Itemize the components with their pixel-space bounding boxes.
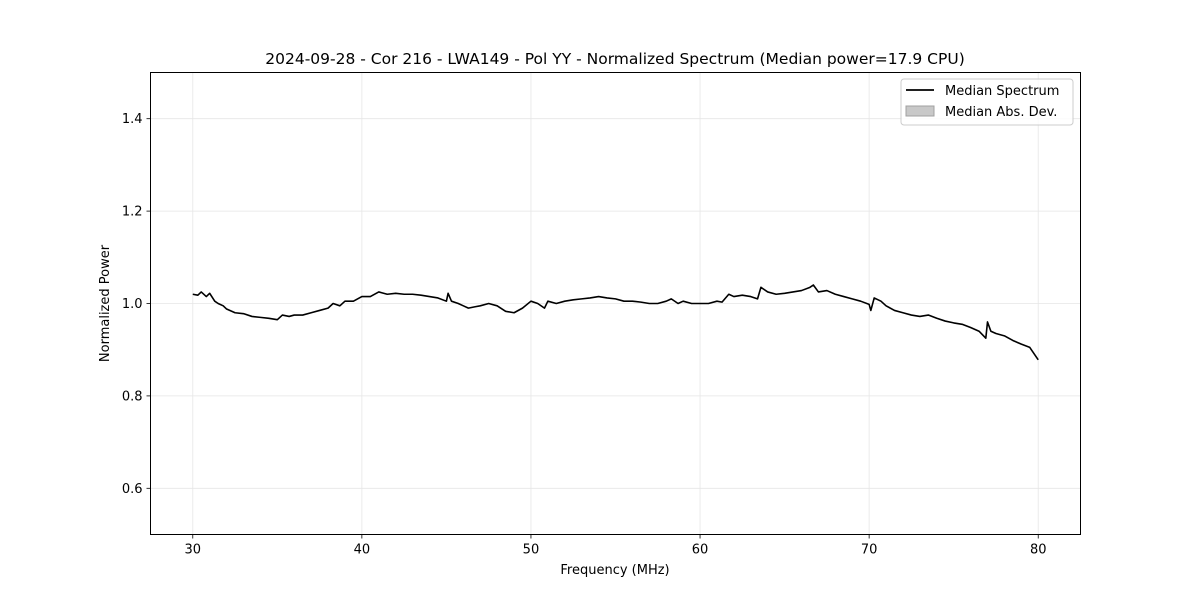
legend-frame: [900, 78, 1074, 126]
legend-patch-swatch: [905, 105, 935, 117]
series-layer: [192, 284, 1039, 361]
y-tick-label: 0.6: [122, 482, 143, 497]
x-tick-label: 40: [354, 543, 371, 558]
median-spectrum-line: [192, 284, 1039, 361]
x-tick-label: 50: [523, 543, 540, 558]
x-tick-label: 60: [692, 543, 709, 558]
x-tick-label: 70: [861, 543, 878, 558]
legend: Median Spectrum Median Abs. Dev.: [900, 78, 1074, 126]
legend-label-median-spectrum: Median Spectrum: [945, 84, 1059, 99]
x-axis-ticks: 30 40 50 60 70 80: [184, 534, 1047, 558]
x-tick-label: 80: [1030, 543, 1047, 558]
legend-label-median-abs-dev: Median Abs. Dev.: [945, 105, 1057, 120]
y-tick-label: 1.0: [122, 297, 143, 312]
y-axis-ticks: 0.6 0.8 1.0 1.2 1.4: [122, 112, 151, 497]
y-tick-label: 1.2: [122, 205, 143, 220]
y-axis-label: Normalized Power: [98, 244, 113, 362]
x-tick-label: 30: [184, 543, 201, 558]
y-tick-label: 0.8: [122, 389, 143, 404]
x-axis-label: Frequency (MHz): [560, 563, 669, 578]
y-tick-label: 1.4: [122, 112, 143, 127]
chart-title: 2024-09-28 - Cor 216 - LWA149 - Pol YY -…: [265, 50, 965, 68]
